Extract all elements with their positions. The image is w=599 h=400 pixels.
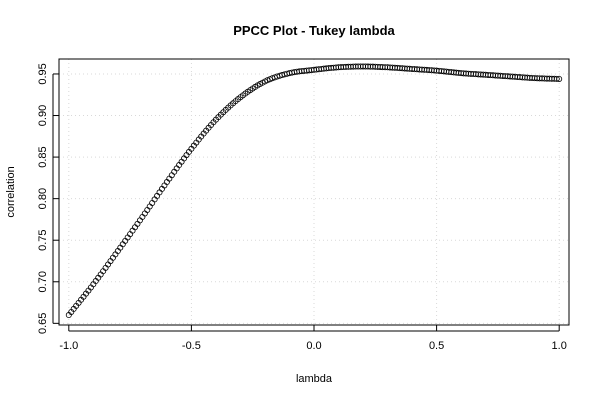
x-tick-label: -1.0	[59, 340, 78, 352]
grid	[59, 59, 569, 325]
y-tick-label: 0.75	[37, 230, 49, 251]
x-tick-label: -0.5	[182, 340, 201, 352]
y-tick-label: 0.65	[37, 313, 49, 334]
y-axis: 0.65 0.70 0.75 0.80 0.85 0.90 0.95	[37, 63, 59, 334]
x-tick-label: 0.5	[429, 340, 444, 352]
y-axis-label: correlation	[5, 166, 17, 217]
data-point	[556, 75, 563, 82]
y-tick-label: 0.80	[37, 188, 49, 209]
chart-title: PPCC Plot - Tukey lambda	[233, 23, 395, 38]
y-tick-label: 0.90	[37, 105, 49, 126]
data-points	[65, 63, 563, 319]
y-tick-label: 0.95	[37, 63, 49, 84]
data-point	[553, 75, 560, 82]
y-tick-label: 0.85	[37, 146, 49, 167]
x-axis-label: lambda	[296, 373, 333, 385]
x-tick-label: 1.0	[552, 340, 567, 352]
y-tick-label: 0.70	[37, 271, 49, 292]
x-axis: -1.0 -0.5 0.0 0.5 1.0	[59, 325, 567, 352]
x-tick-label: 0.0	[306, 340, 321, 352]
